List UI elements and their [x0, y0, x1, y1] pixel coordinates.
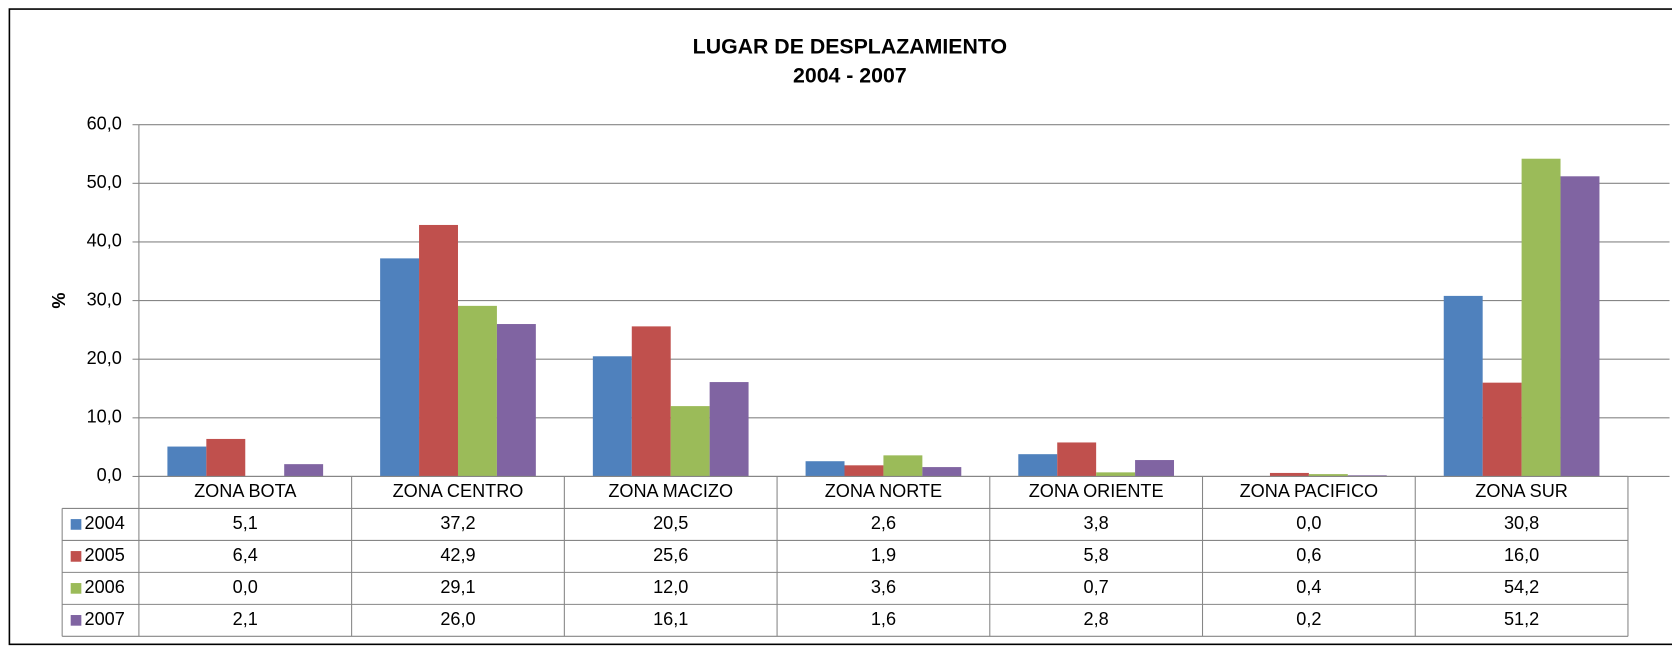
table-value: 0,7 — [1084, 577, 1109, 597]
bar — [844, 465, 884, 477]
bar — [1521, 158, 1561, 477]
bar — [922, 467, 962, 477]
table-value: 2,8 — [1084, 609, 1109, 629]
x-tick-label: ZONA SUR — [1475, 481, 1568, 501]
table-value: 5,8 — [1084, 545, 1109, 565]
bar — [1482, 382, 1522, 477]
table-value: 5,1 — [233, 513, 258, 533]
table-value: 54,2 — [1504, 577, 1539, 597]
y-tick-label: 0,0 — [97, 465, 122, 485]
y-tick-label: 20,0 — [87, 348, 122, 368]
table-value: 0,4 — [1296, 577, 1321, 597]
table-value: 0,0 — [1296, 513, 1321, 533]
x-tick-label: ZONA PACIFICO — [1240, 481, 1379, 501]
legend-swatch — [70, 615, 82, 626]
table-value: 20,5 — [653, 513, 688, 533]
bar — [496, 324, 536, 477]
bar — [1347, 475, 1387, 477]
chart-title: LUGAR DE DESPLAZAMIENTO — [693, 35, 1007, 59]
bar — [1308, 474, 1348, 477]
table-value: 3,8 — [1084, 513, 1109, 533]
table-value: 1,6 — [871, 609, 896, 629]
table-value: 0,0 — [233, 577, 258, 597]
legend-label: 2006 — [85, 577, 125, 597]
bar — [284, 464, 324, 477]
chart-border — [8, 8, 1672, 646]
bar — [1135, 460, 1175, 477]
legend-label: 2005 — [85, 545, 125, 565]
legend-label: 2004 — [85, 513, 125, 533]
x-tick-label: ZONA ORIENTE — [1029, 481, 1164, 501]
table-value: 6,4 — [233, 545, 258, 565]
bar — [1096, 472, 1136, 477]
bar — [1018, 454, 1058, 477]
table-value: 16,0 — [1504, 545, 1539, 565]
table-value: 25,6 — [653, 545, 688, 565]
table-value: 30,8 — [1504, 513, 1539, 533]
table-value: 37,2 — [440, 513, 475, 533]
y-tick-label: 30,0 — [87, 289, 122, 309]
bar — [457, 305, 497, 477]
table-value: 42,9 — [440, 545, 475, 565]
x-tick-label: ZONA NORTE — [825, 481, 942, 501]
x-tick-label: ZONA MACIZO — [608, 481, 733, 501]
x-tick-label: ZONA CENTRO — [393, 481, 524, 501]
bar — [380, 258, 420, 477]
table-value: 2,6 — [871, 513, 896, 533]
y-tick-label: 10,0 — [87, 407, 122, 427]
bar — [206, 438, 246, 477]
bar — [1443, 295, 1483, 477]
table-value: 0,2 — [1296, 609, 1321, 629]
y-tick-label: 60,0 — [87, 113, 122, 133]
legend-swatch — [70, 551, 82, 562]
y-tick-label: 50,0 — [87, 172, 122, 192]
bar — [709, 382, 749, 477]
bar — [1269, 472, 1309, 477]
bar — [631, 326, 671, 477]
table-value: 12,0 — [653, 577, 688, 597]
table-value: 29,1 — [440, 577, 475, 597]
table-value: 2,1 — [233, 609, 258, 629]
bar — [167, 446, 207, 477]
table-value: 16,1 — [653, 609, 688, 629]
bar — [883, 455, 923, 477]
bar — [1057, 442, 1097, 477]
legend-swatch — [70, 583, 82, 594]
legend-swatch — [70, 519, 82, 530]
legend-label: 2007 — [85, 609, 125, 629]
bar — [1560, 176, 1600, 477]
y-axis-label: % — [49, 293, 69, 309]
table-value: 1,9 — [871, 545, 896, 565]
table-value: 3,6 — [871, 577, 896, 597]
bar — [670, 406, 710, 477]
table-value: 26,0 — [440, 609, 475, 629]
x-tick-label: ZONA BOTA — [194, 481, 297, 501]
bar — [592, 356, 632, 477]
y-tick-label: 40,0 — [87, 231, 122, 251]
bar — [419, 224, 458, 477]
chart-subtitle: 2004 - 2007 — [793, 63, 907, 87]
table-value: 0,6 — [1296, 545, 1321, 565]
bar — [805, 461, 845, 477]
table-value: 51,2 — [1504, 609, 1539, 629]
